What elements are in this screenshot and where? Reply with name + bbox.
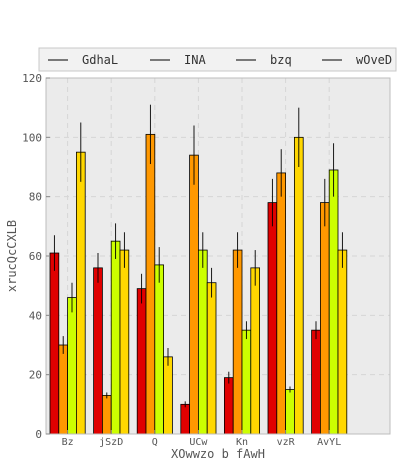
bar-GdhaL-vzR <box>267 202 278 435</box>
y-axis-ticks: 0 20 40 60 80 100 120 <box>22 72 50 441</box>
y-tick-label: 20 <box>29 369 42 382</box>
bar-INA-AvYL <box>319 202 330 435</box>
bar-bzq-vzR <box>285 389 295 435</box>
y-tick-label: 60 <box>29 250 42 263</box>
x-tick-label: Bz <box>62 437 74 448</box>
x-tick-label: UCw <box>189 437 208 448</box>
bar-GdhaL-Bz <box>49 252 60 435</box>
bar-GdhaL-UCw <box>180 403 191 435</box>
x-tick-label: Q <box>152 437 158 448</box>
bar-bzq-Kn <box>241 329 252 435</box>
bar-INA-UCw <box>189 154 199 435</box>
y-tick-label: 100 <box>22 131 42 144</box>
legend-label-INA: INA <box>184 53 206 67</box>
x-tick-label: Kn <box>236 437 248 448</box>
bar-INA-Kn <box>232 249 243 435</box>
legend-label-GdhaL: GdhaL <box>82 53 118 67</box>
bar-INA-vzR <box>276 172 286 435</box>
x-tick-label: AvYL <box>317 437 341 448</box>
legend-box <box>38 47 397 72</box>
bar-wOveD-Q <box>163 356 173 435</box>
bar-INA-jSzD <box>102 395 112 435</box>
y-tick-label: 80 <box>29 191 42 204</box>
bar-wOveD-UCw <box>206 282 217 435</box>
bar-GdhaL-Q <box>136 288 147 435</box>
y-axis-label: xrucQcCXLB <box>5 220 19 292</box>
x-tick-label: vzR <box>277 437 296 448</box>
bar-bzq-jSzD <box>110 240 121 435</box>
bar-bzq-Q <box>154 264 165 435</box>
bar-wOveD-Kn <box>250 267 261 435</box>
bar-GdhaL-AvYL <box>311 329 321 435</box>
bar-wOveD-vzR <box>293 136 304 435</box>
bar-GdhaL-jSzD <box>93 267 103 435</box>
grid-lines <box>46 78 390 434</box>
y-tick-label: 40 <box>29 309 42 322</box>
bar-wOveD-AvYL <box>337 249 348 435</box>
y-tick-label: 120 <box>22 72 42 85</box>
bar-INA-Bz <box>58 344 68 435</box>
bar-bzq-UCw <box>197 249 208 435</box>
bar-INA-Q <box>145 133 156 435</box>
x-axis-ticks: Bz jSzD Q UCw Kn vzR AvYL <box>62 430 341 448</box>
bar-bzq-Bz <box>67 297 77 435</box>
bar-wOveD-Bz <box>76 151 86 435</box>
y-tick-label: 0 <box>35 428 42 441</box>
legend-label-bzq: bzq <box>270 53 292 67</box>
legend-label-wOveD: wOveD <box>356 53 392 67</box>
x-axis-label: XOwwzo b fAwH <box>171 447 265 461</box>
legend: GdhaL INA bzq wOveD <box>38 47 397 72</box>
bar-wOveD-jSzD <box>119 249 130 435</box>
bar-GdhaL-Kn <box>223 377 234 435</box>
bar-bzq-AvYL <box>328 169 339 435</box>
x-tick-label: jSzD <box>99 437 123 448</box>
